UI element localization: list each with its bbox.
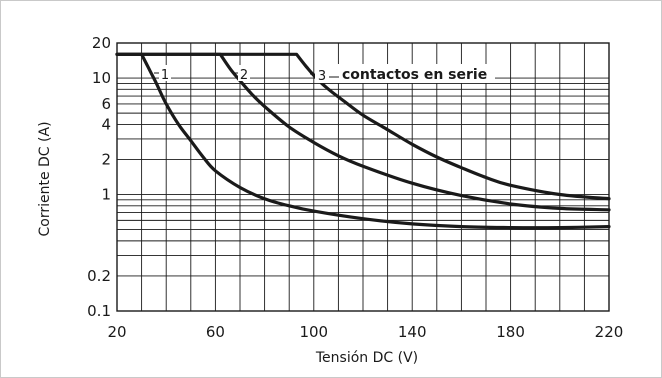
curve-series-1: [115, 52, 611, 230]
curve-1-number: 1: [161, 68, 169, 83]
y-tick-label: 4: [101, 115, 111, 133]
x-axis-label: Tensión DC (V): [315, 350, 418, 366]
curve-label-3: 3 contactos en serie: [310, 64, 495, 84]
y-tick-label: 0.2: [87, 267, 111, 285]
y-tick-label: 6: [101, 95, 111, 113]
series-caption: contactos en serie: [342, 67, 487, 83]
y-axis-label: Corriente DC (A): [37, 121, 53, 236]
grid: [116, 42, 610, 312]
plot-border: [116, 42, 610, 312]
y-tick-label: 1: [101, 186, 111, 204]
curve-2-number: 2: [240, 68, 248, 83]
curve-label-2: 2: [233, 65, 250, 83]
y-tick-label: 20: [92, 34, 111, 52]
x-tick-label: 60: [206, 323, 225, 341]
tick-labels: 20 60 100 140 180 220 0.1 0.2 1 2 4 6 10 20: [87, 34, 623, 341]
curve-3-number: 3: [318, 69, 326, 84]
y-tick-label: 10: [92, 69, 111, 87]
y-tick-label: 0.1: [87, 302, 111, 320]
curve-label-1: 1: [154, 65, 171, 83]
x-tick-label: 220: [595, 323, 624, 341]
x-tick-label: 140: [398, 323, 427, 341]
y-tick-label: 2: [101, 150, 111, 168]
x-tick-label: 20: [107, 323, 126, 341]
x-tick-label: 100: [299, 323, 328, 341]
x-tick-label: 180: [496, 323, 525, 341]
